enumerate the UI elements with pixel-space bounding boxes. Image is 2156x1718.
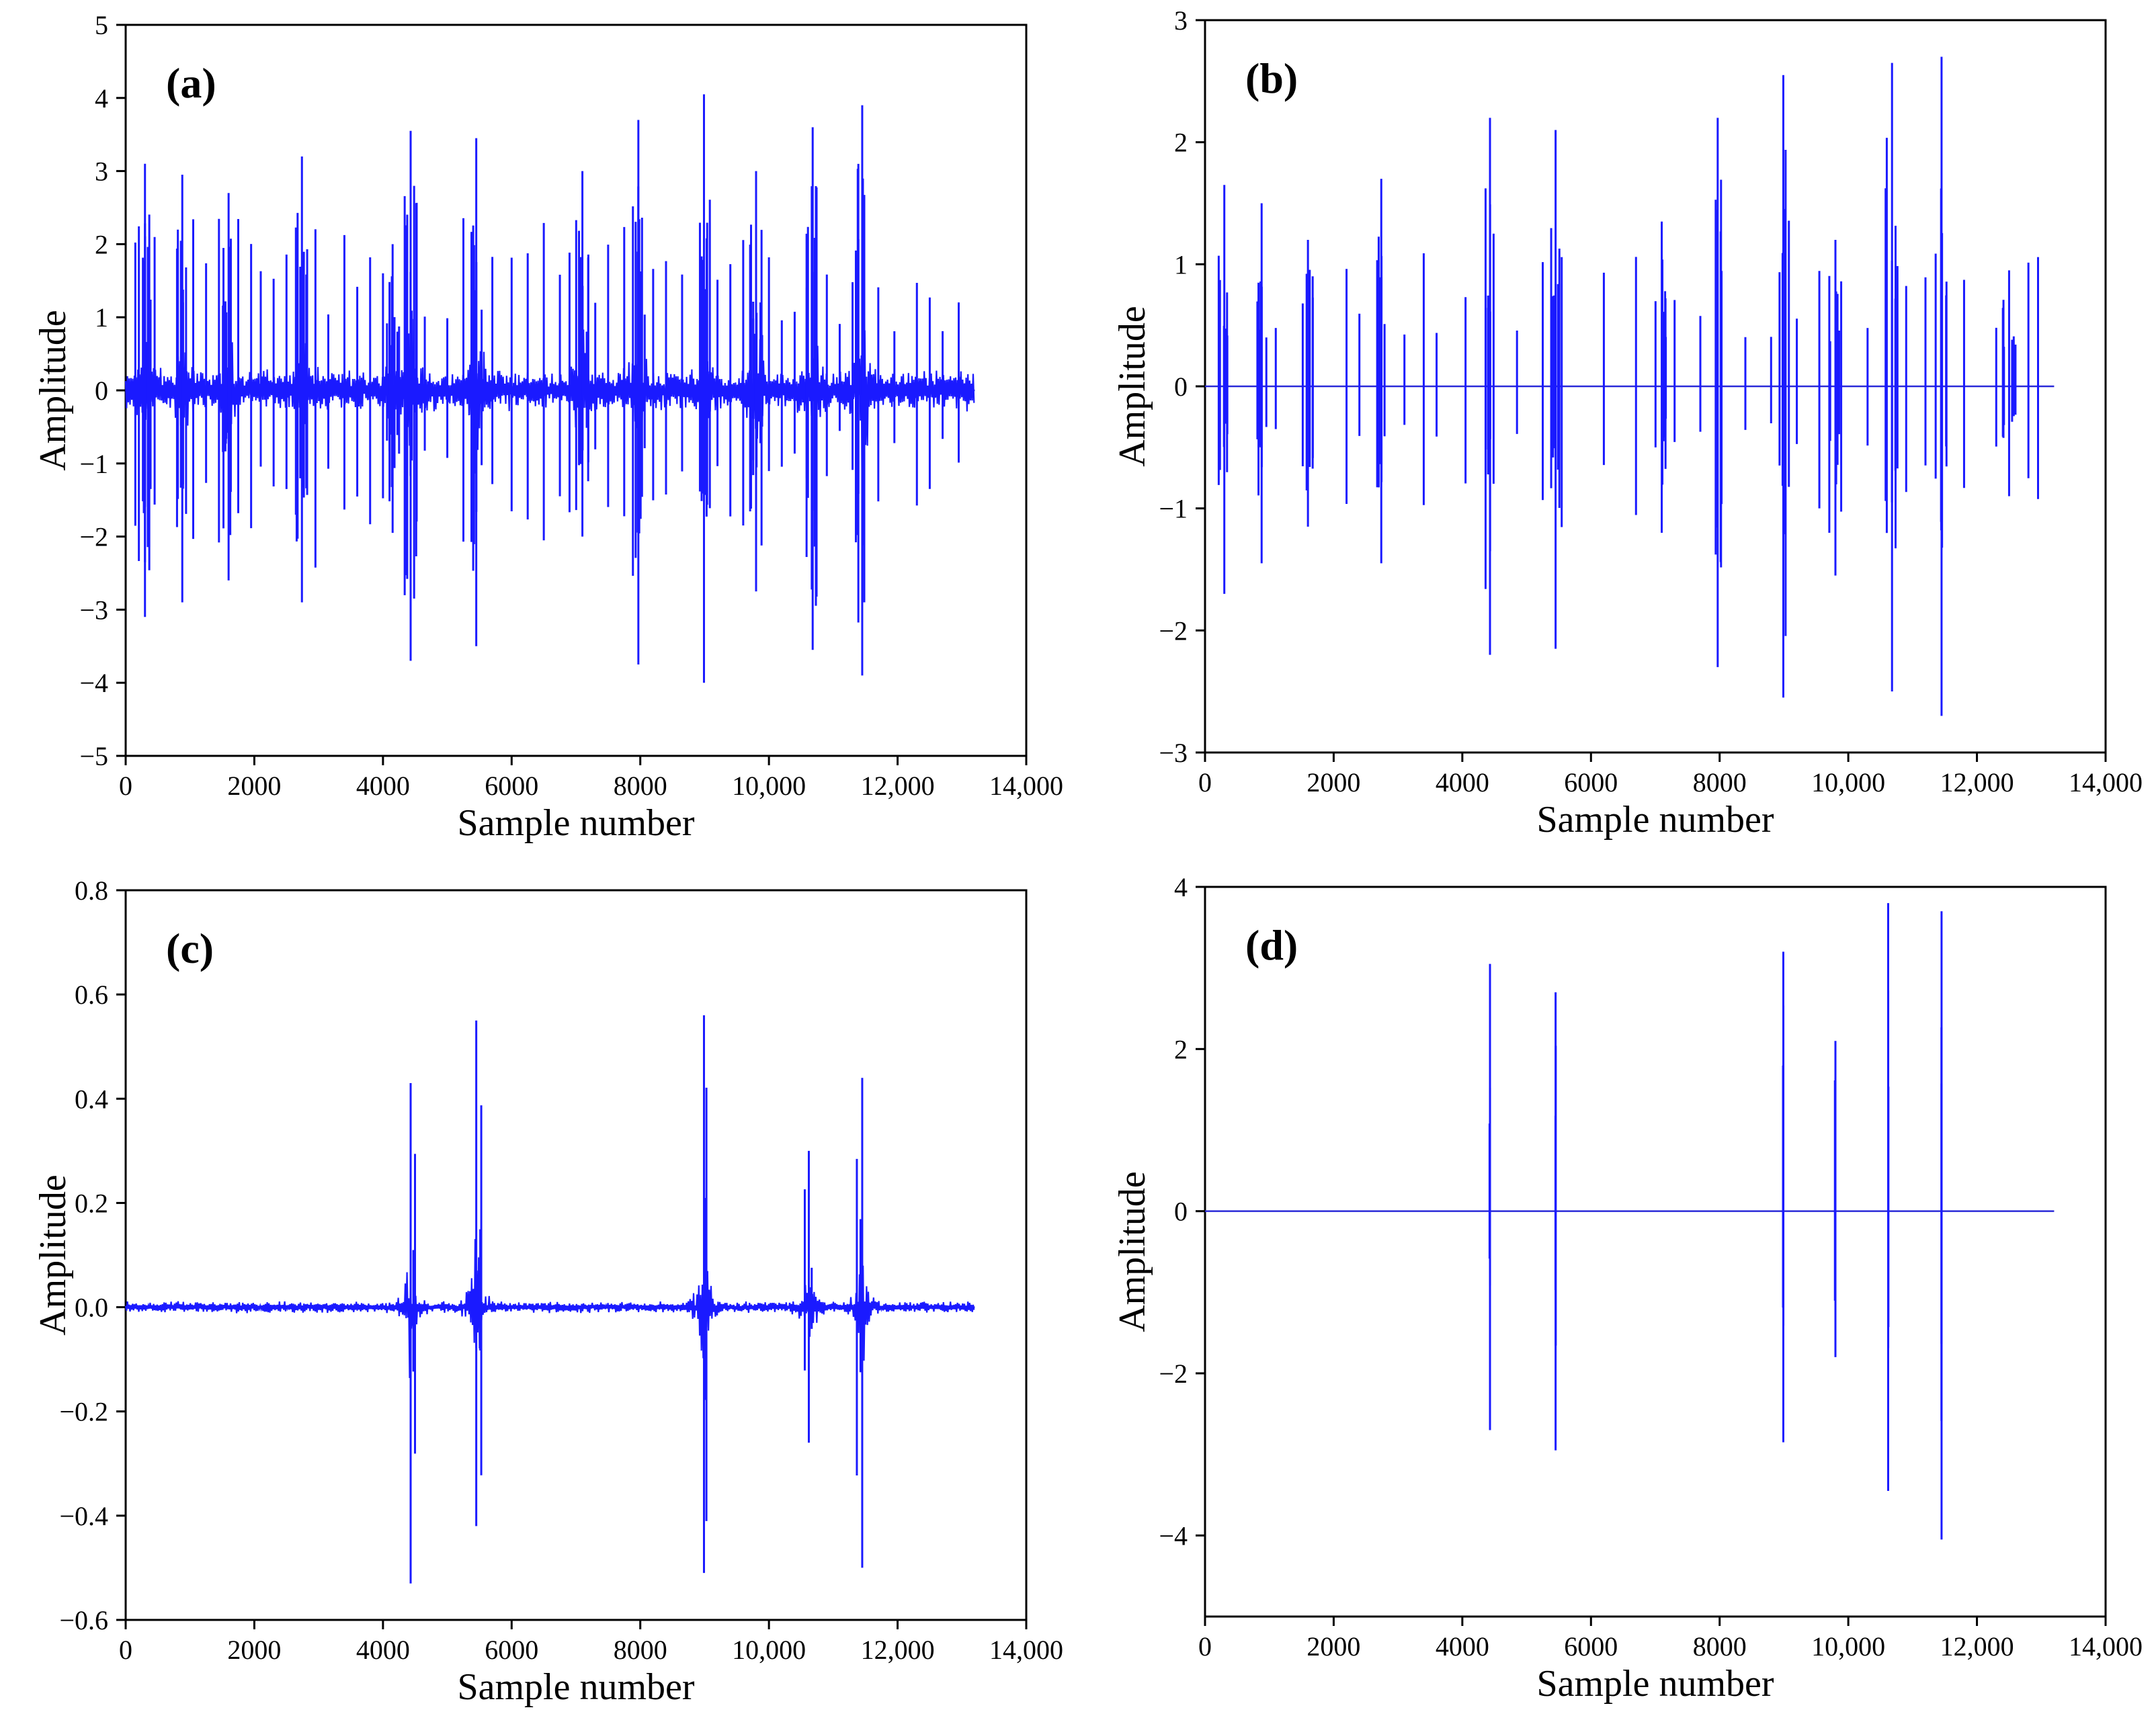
x-tick-label: 10,000 [732, 771, 806, 801]
y-axis-title: Amplitude [32, 1174, 74, 1336]
y-tick-label: 3 [1174, 5, 1188, 36]
chart-panel-b: 0 2000 4000 6000 8000 10,000 12,000 14,000 −3 −2 −… [1112, 5, 2143, 841]
y-tick-label: 0.0 [75, 1293, 108, 1323]
y-tick-label: 3 [95, 157, 108, 187]
panel-label: (a) [166, 59, 216, 107]
panel-label: (c) [166, 925, 214, 972]
y-tick-label: 0.2 [75, 1188, 108, 1218]
y-tick-label: −0.6 [59, 1605, 108, 1635]
y-tick-label: 1 [1174, 249, 1188, 280]
y-tick-label: 0.6 [75, 980, 108, 1010]
y-tick-label: 2 [95, 229, 108, 259]
x-axis-title: Sample number [1536, 1663, 1774, 1705]
y-tick-label: −3 [1159, 738, 1188, 768]
y-axis-title: Amplitude [32, 310, 74, 471]
x-tick-label: 4000 [1436, 767, 1489, 798]
x-tick-label: 4000 [356, 771, 410, 801]
x-tick-label: 14,000 [989, 771, 1063, 801]
x-tick-label: 2000 [227, 1635, 281, 1665]
x-axis-title: Sample number [457, 1666, 694, 1708]
y-tick-label: −2 [1159, 1359, 1188, 1389]
y-tick-label: 4 [95, 83, 108, 114]
y-tick-label: 0.8 [75, 875, 108, 906]
panel-label: (d) [1245, 921, 1298, 969]
y-tick-label: −3 [79, 595, 108, 625]
x-tick-label: 2000 [227, 771, 281, 801]
y-tick-label: −2 [79, 522, 108, 552]
y-tick-label: 2 [1174, 1034, 1188, 1064]
x-tick-label: 12,000 [861, 1635, 935, 1665]
signal-trace [124, 1239, 975, 1379]
x-axis-title: Sample number [457, 802, 694, 844]
y-axis-title: Amplitude [1112, 1171, 1153, 1332]
x-tick-label: 2000 [1307, 767, 1360, 798]
x-tick-label: 12,000 [861, 771, 935, 801]
x-axis-title: Sample number [1536, 799, 1774, 841]
x-tick-label: 2000 [1307, 1631, 1360, 1662]
y-tick-label: 4 [1174, 872, 1188, 902]
chart-panel-d: 0 2000 4000 6000 8000 10,000 12,000 14,000 −4 −2 0… [1112, 872, 2143, 1705]
y-tick-label: −0.4 [59, 1501, 108, 1531]
x-tick-label: 8000 [614, 771, 667, 801]
x-tick-label: 4000 [356, 1635, 410, 1665]
y-tick-label: 1 [95, 302, 108, 333]
x-tick-label: 8000 [614, 1635, 667, 1665]
x-tick-label: 12,000 [1940, 767, 2014, 798]
x-tick-label: 8000 [1693, 1631, 1747, 1662]
x-tick-label: 10,000 [732, 1635, 806, 1665]
x-tick-label: 6000 [1564, 767, 1618, 798]
chart-panel-c: 0 2000 4000 6000 8000 10,000 12,000 14,000 −0.6 −… [32, 875, 1063, 1708]
panel-label: (b) [1245, 54, 1298, 102]
x-tick-label: 8000 [1693, 767, 1747, 798]
y-tick-label: 0.4 [75, 1084, 108, 1114]
plot-frame [1204, 886, 2107, 1618]
y-tick-label: 0 [95, 376, 108, 406]
x-tick-label: 0 [1198, 1631, 1212, 1662]
y-tick-label: 0 [1174, 372, 1188, 402]
signal-trace [124, 304, 975, 504]
x-tick-label: 0 [119, 1635, 132, 1665]
x-tick-label: 12,000 [1940, 1631, 2014, 1662]
y-tick-label: 0 [1174, 1197, 1188, 1227]
y-tick-label: −4 [1159, 1520, 1188, 1551]
x-tick-label: 6000 [485, 1635, 538, 1665]
x-tick-label: 14,000 [2069, 1631, 2143, 1662]
x-tick-label: 0 [119, 771, 132, 801]
y-tick-label: −0.2 [59, 1397, 108, 1427]
x-tick-label: 6000 [1564, 1631, 1618, 1662]
chart-panel-a: 0 2000 4000 6000 8000 10,000 12,000 14,000 −5 −4 −… [32, 10, 1063, 844]
x-tick-label: 14,000 [989, 1635, 1063, 1665]
plot-frame [124, 889, 1028, 1621]
y-axis-title: Amplitude [1112, 306, 1153, 467]
x-tick-label: 14,000 [2069, 767, 2143, 798]
x-tick-label: 10,000 [1811, 767, 1885, 798]
y-tick-label: −1 [1159, 494, 1188, 524]
y-tick-label: −5 [79, 741, 108, 771]
x-tick-label: 4000 [1436, 1631, 1489, 1662]
y-tick-label: −2 [1159, 615, 1188, 646]
x-tick-label: 6000 [485, 771, 538, 801]
y-tick-label: 5 [95, 10, 108, 40]
y-tick-label: −4 [79, 668, 108, 698]
y-tick-label: 2 [1174, 128, 1188, 158]
x-tick-label: 0 [1198, 767, 1212, 798]
y-tick-label: −1 [79, 449, 108, 479]
x-tick-label: 10,000 [1811, 1631, 1885, 1662]
